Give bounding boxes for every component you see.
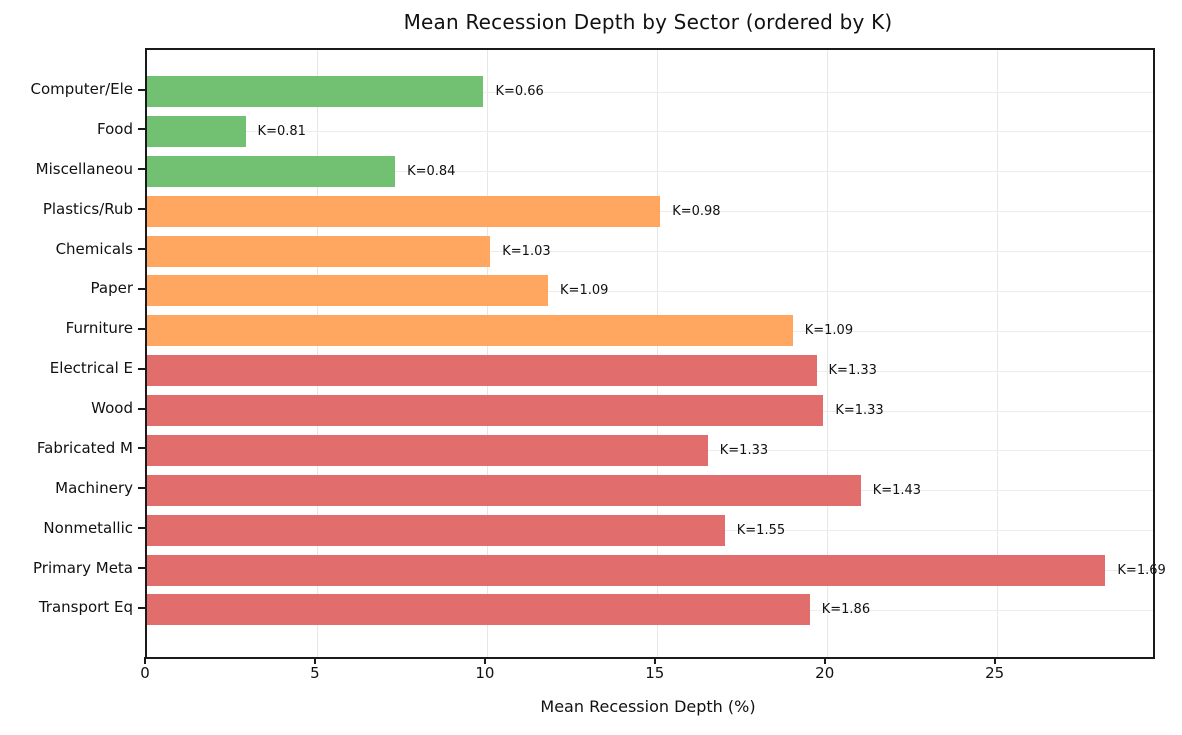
- horizontal-gridline: [147, 290, 1153, 292]
- y-tick-label: Nonmetallic: [43, 518, 133, 537]
- bar: [147, 474, 861, 506]
- y-tick-mark: [138, 606, 145, 609]
- y-tick-label: Plastics/Rub: [42, 199, 133, 218]
- x-axis-label: Mean Recession Depth (%): [540, 697, 756, 716]
- x-tick-mark: [144, 657, 146, 664]
- y-tick-label: Miscellaneou: [35, 159, 133, 178]
- y-tick-mark: [138, 487, 145, 490]
- x-tick-label: 25: [985, 664, 1005, 682]
- vertical-gridline: [826, 50, 828, 657]
- bar: [147, 195, 661, 227]
- horizontal-gridline: [147, 171, 1153, 173]
- x-tick-label: 10: [475, 664, 495, 682]
- y-tick-label: Furniture: [65, 319, 133, 338]
- k-annotation: K=1.09: [560, 283, 609, 299]
- y-tick-mark: [138, 88, 145, 91]
- vertical-gridline: [656, 50, 658, 657]
- y-tick-mark: [138, 208, 145, 211]
- y-tick-label: Electrical E: [49, 359, 133, 378]
- y-tick-mark: [138, 407, 145, 410]
- vertical-gridline: [996, 50, 998, 657]
- y-tick-mark: [138, 447, 145, 450]
- bar: [147, 235, 491, 267]
- x-tick-label: 0: [140, 664, 150, 682]
- x-tick-mark: [483, 657, 486, 664]
- bar: [147, 155, 396, 187]
- y-tick-label: Chemicals: [55, 239, 133, 258]
- y-tick-mark: [138, 168, 145, 171]
- vertical-gridline: [316, 50, 318, 657]
- bar: [147, 355, 817, 387]
- y-tick-label: Fabricated M: [36, 438, 133, 457]
- horizontal-gridline: [147, 251, 1153, 253]
- bar: [147, 554, 1106, 586]
- k-annotation: K=1.33: [835, 403, 884, 419]
- y-tick-label: Primary Meta: [33, 558, 133, 577]
- x-tick-label: 5: [310, 664, 320, 682]
- k-annotation: K=0.66: [495, 84, 544, 99]
- k-annotation: K=1.55: [736, 522, 786, 538]
- y-tick-label: Computer/Ele: [30, 80, 134, 98]
- y-tick-mark: [138, 248, 145, 251]
- k-annotation: K=0.84: [407, 163, 456, 179]
- k-annotation: K=1.09: [804, 323, 854, 339]
- bar: [147, 315, 793, 347]
- y-tick-mark: [138, 128, 145, 131]
- y-tick-mark: [138, 367, 145, 370]
- y-tick-mark: [138, 527, 145, 530]
- k-annotation: K=1.43: [872, 482, 922, 498]
- x-tick-label: 15: [645, 664, 665, 682]
- horizontal-gridline: [147, 131, 1153, 133]
- k-annotation: K=1.69: [1117, 562, 1166, 578]
- y-tick-label: Transport Eq: [38, 598, 133, 617]
- y-tick-label: Food: [97, 119, 133, 138]
- y-tick-label: Machinery: [55, 478, 133, 497]
- y-tick-mark: [138, 327, 145, 330]
- y-tick-mark: [138, 287, 145, 290]
- k-annotation: K=1.33: [719, 442, 769, 458]
- k-annotation: K=1.03: [502, 243, 551, 259]
- y-tick-mark: [138, 567, 145, 570]
- k-annotation: K=1.33: [828, 363, 877, 379]
- k-annotation: K=0.81: [257, 123, 306, 139]
- y-tick-label: Paper: [90, 279, 133, 298]
- bar: [147, 76, 484, 107]
- x-tick-mark: [993, 657, 996, 664]
- x-tick-label: 20: [815, 664, 835, 682]
- bar: [147, 434, 708, 466]
- x-tick-mark: [313, 657, 316, 664]
- bar: [147, 275, 549, 307]
- plot-area: K=0.66 K=0.81 K=0.84 K=0.98 K=1.03 K=1.09 K=1.…: [145, 48, 1166, 659]
- x-tick-mark: [653, 657, 656, 664]
- bar: [147, 395, 824, 427]
- x-tick-mark: [823, 657, 826, 664]
- k-annotation: K=1.86: [821, 602, 871, 618]
- k-annotation: K=0.98: [672, 203, 721, 219]
- y-tick-label: Wood: [91, 399, 133, 418]
- bar: [147, 115, 246, 147]
- horizontal-gridline: [147, 91, 1153, 93]
- bar: [147, 514, 725, 546]
- chart-title: Mean Recession Depth by Sector (ordered …: [403, 10, 893, 34]
- vertical-gridline: [486, 50, 488, 657]
- bar: [147, 594, 810, 626]
